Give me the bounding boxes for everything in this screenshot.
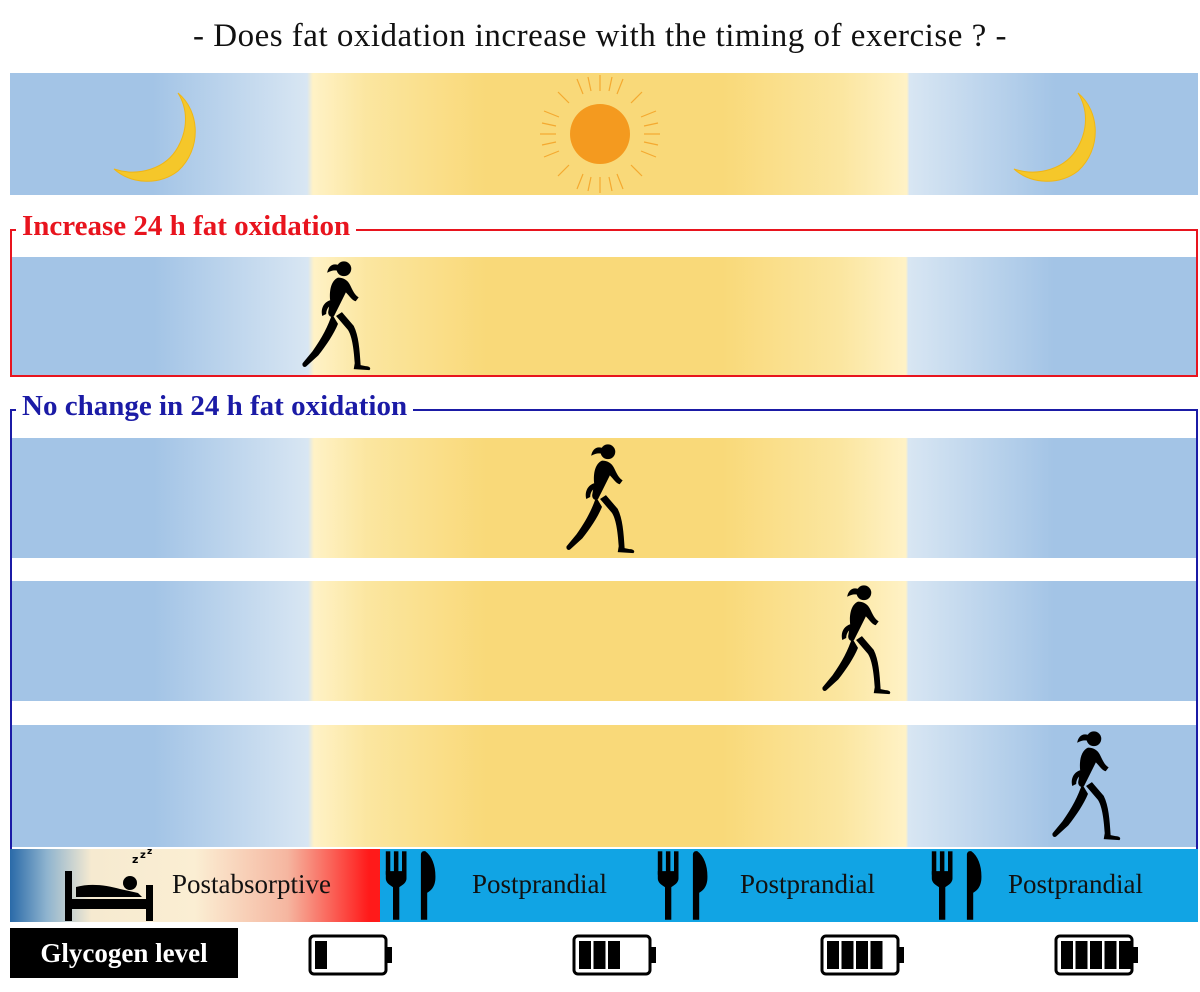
battery-segment — [315, 941, 327, 969]
postprandial-label-3: Postprandial — [1008, 869, 1143, 899]
day-night-band — [10, 73, 1198, 195]
runner-icon — [818, 581, 898, 699]
battery-icon — [1054, 934, 1138, 976]
moon-icon — [1008, 89, 1108, 189]
sleeping-bed-icon: z z z — [65, 849, 153, 921]
battery-segment — [1104, 941, 1117, 969]
glycogen-level-label: Glycogen level — [10, 928, 238, 978]
midday-exercise-band — [12, 438, 1196, 558]
no-change-section-label: No change in 24 h fat oxidation — [16, 390, 414, 423]
diagram-title: - Does fat oxidation increase with the t… — [193, 18, 1007, 54]
runner-icon — [298, 257, 378, 375]
battery-segment — [1075, 941, 1088, 969]
sun-icon — [540, 75, 660, 193]
battery-segment — [827, 941, 839, 969]
svg-text:z: z — [140, 850, 146, 861]
morning-exercise-band — [12, 257, 1196, 375]
postprandial-label-1: Postprandial — [472, 869, 607, 899]
svg-text:z: z — [147, 849, 152, 857]
postprandial-label-2: Postprandial — [740, 869, 875, 899]
battery-segment — [1090, 941, 1102, 969]
increase-section-frame — [10, 229, 1198, 377]
battery-segment — [579, 941, 591, 969]
runner-icon — [1048, 727, 1128, 845]
battery-segment — [841, 941, 854, 969]
battery-segment — [593, 941, 606, 969]
fork-knife-icon — [930, 849, 984, 922]
fork-knife-icon — [384, 849, 438, 922]
afternoon-exercise-band — [12, 581, 1196, 701]
metabolic-phase-bar: z z z Postabsorptive Postprandial Postpr… — [10, 849, 1198, 922]
no-change-section-frame — [10, 409, 1198, 849]
fork-knife-icon — [656, 849, 710, 922]
runner-icon — [562, 440, 642, 558]
battery-icon — [572, 934, 656, 976]
battery-segment — [856, 941, 868, 969]
postabsorptive-phase: z z z Postabsorptive — [10, 849, 380, 922]
battery-icon — [308, 934, 392, 976]
battery-segment — [1119, 941, 1131, 969]
evening-exercise-band — [12, 725, 1196, 847]
moon-icon — [108, 89, 208, 189]
battery-segment — [608, 941, 620, 969]
battery-segment — [1061, 941, 1073, 969]
battery-icon — [820, 934, 904, 976]
battery-segment — [870, 941, 883, 969]
increase-section-label: Increase 24 h fat oxidation — [16, 210, 357, 243]
postabsorptive-label: Postabsorptive — [172, 869, 331, 899]
svg-text:z: z — [132, 853, 138, 866]
